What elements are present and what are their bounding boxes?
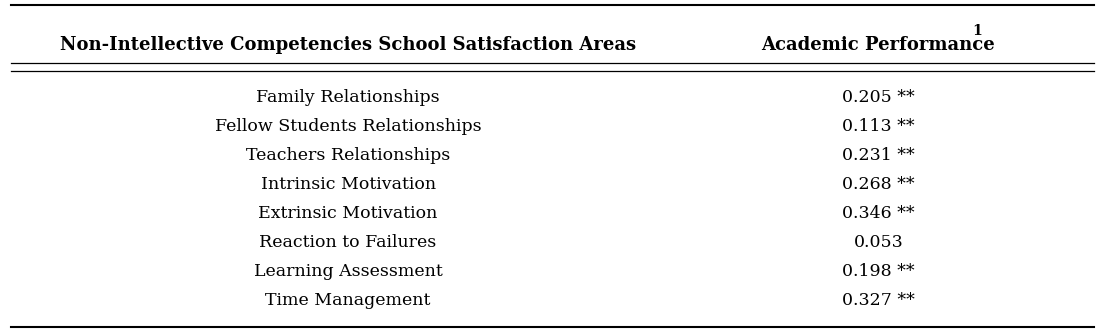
Text: Teachers Relationships: Teachers Relationships: [246, 147, 450, 164]
Text: 0.268 **: 0.268 **: [842, 176, 915, 193]
Text: 0.205 **: 0.205 **: [842, 89, 915, 106]
Text: Fellow Students Relationships: Fellow Students Relationships: [214, 118, 482, 135]
Text: Learning Assessment: Learning Assessment: [254, 263, 442, 280]
Text: 0.327 **: 0.327 **: [842, 292, 915, 309]
Text: 0.113 **: 0.113 **: [842, 118, 915, 135]
Text: 1: 1: [972, 24, 982, 38]
Text: Academic Performance: Academic Performance: [761, 36, 996, 53]
Text: 0.053: 0.053: [853, 234, 904, 251]
Text: 0.231 **: 0.231 **: [842, 147, 915, 164]
Text: Family Relationships: Family Relationships: [256, 89, 440, 106]
Text: Reaction to Failures: Reaction to Failures: [260, 234, 436, 251]
Text: Non-Intellective Competencies School Satisfaction Areas: Non-Intellective Competencies School Sat…: [60, 36, 636, 53]
Text: Time Management: Time Management: [265, 292, 431, 309]
Text: Intrinsic Motivation: Intrinsic Motivation: [261, 176, 435, 193]
Text: Extrinsic Motivation: Extrinsic Motivation: [259, 205, 438, 222]
Text: 0.346 **: 0.346 **: [842, 205, 915, 222]
Text: 0.198 **: 0.198 **: [842, 263, 915, 280]
